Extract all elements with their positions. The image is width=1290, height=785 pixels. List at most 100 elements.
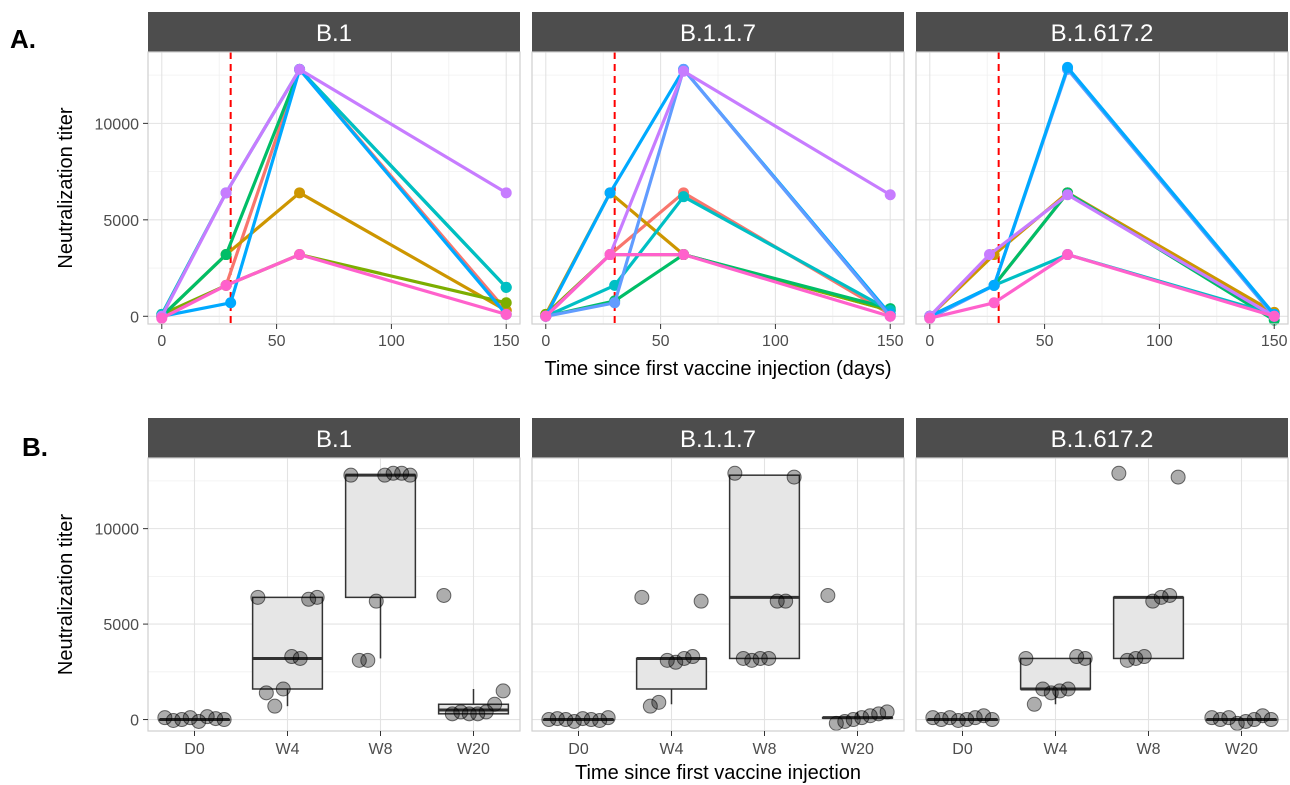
jitter-point	[1119, 652, 1135, 668]
facet-a-3: B.1.617.2 0 50 100 150	[915, 12, 1289, 350]
panel-b-label: B.	[22, 432, 48, 462]
y-tick-label: 0	[130, 309, 139, 326]
jitter-point	[1069, 649, 1085, 665]
box-iqr	[344, 474, 417, 599]
jitter-point	[301, 591, 317, 607]
x-axis-title: Time since first vaccine injection (days…	[544, 358, 891, 380]
facet-b-1: B.1 D0 W4 W8 W20	[147, 418, 521, 758]
plot-background	[916, 458, 1288, 731]
x-tick-label: 150	[877, 333, 904, 350]
facet-strip-label: B.1	[316, 426, 352, 453]
jitter-point	[394, 465, 410, 481]
x-tick-label: 0	[157, 333, 166, 350]
jitter-point	[1043, 685, 1059, 701]
box-chart-panel-b: B.1 D0 W4 W8 W20 B.1.1.7 D0 W4 W8 W20 B.1.617.2 D0 W…	[55, 418, 1289, 784]
jitter-point	[549, 711, 565, 727]
x-tick-label: W20	[1225, 741, 1258, 758]
series-point	[924, 312, 936, 324]
y-axis-title: Neutralization titer	[55, 107, 77, 269]
facet-strip	[148, 12, 520, 52]
x-tick-label: 150	[493, 333, 520, 350]
jitter-point	[470, 706, 486, 722]
jitter-point	[351, 652, 367, 668]
facet-strip-label: B.1	[316, 20, 352, 47]
series-point	[294, 249, 306, 261]
x-tick-label: 50	[268, 333, 286, 350]
jitter-point	[267, 698, 283, 714]
facet-strip-label: B.1.1.7	[680, 20, 756, 47]
x-tick-label: D0	[952, 741, 973, 758]
series-point	[220, 249, 232, 261]
jitter-point	[1255, 708, 1271, 724]
panel-border	[531, 51, 905, 325]
x-tick-label: 0	[541, 333, 550, 350]
facet-a-2: B.1.1.7 0 50 100 150	[531, 12, 905, 350]
jitter-point	[984, 712, 1000, 728]
jitter-point	[634, 589, 650, 605]
x-axis-title: Time since first vaccine injection	[575, 762, 861, 784]
jitter-point	[368, 593, 384, 609]
series-point	[678, 65, 690, 77]
line-chart-panel-a: B.1 0 50 100 150 B.1.1.7 0 50 100 150 B.1.617.2 0 50…	[55, 12, 1289, 380]
series-point	[678, 249, 690, 261]
y-tick-label: 5000	[103, 617, 139, 634]
series-point	[1062, 61, 1074, 73]
plot-background	[148, 458, 520, 731]
jitter-point	[444, 706, 460, 722]
x-tick-label: 50	[652, 333, 670, 350]
x-tick-label: 100	[762, 333, 789, 350]
x-tick-label: 50	[1036, 333, 1054, 350]
facet-strip	[532, 418, 904, 458]
series-line	[544, 253, 891, 318]
x-tick-label: W4	[660, 741, 684, 758]
series-point	[1268, 310, 1280, 322]
y-tick-label: 0	[130, 713, 139, 730]
box-iqr	[251, 596, 324, 690]
series-point	[678, 191, 690, 203]
facet-strip-label: B.1.1.7	[680, 426, 756, 453]
jitter-point	[1111, 465, 1127, 481]
jitter-point	[1212, 712, 1228, 728]
jitter-point	[199, 709, 215, 725]
panel-border	[531, 457, 905, 732]
x-tick-label: W8	[753, 741, 777, 758]
jitter-point	[828, 715, 844, 731]
x-tick-label: D0	[184, 741, 205, 758]
series-point	[1062, 249, 1074, 261]
series-point	[983, 249, 995, 261]
jitter-point	[495, 683, 511, 699]
jitter-point	[360, 652, 376, 668]
jitter-point	[659, 652, 675, 668]
facet-strip	[916, 418, 1288, 458]
y-axis-title: Neutralization titer	[55, 514, 77, 676]
facet-strip	[916, 12, 1288, 52]
jitter-point	[651, 694, 667, 710]
jitter-point	[275, 681, 291, 697]
series-point	[609, 297, 621, 309]
series-line	[545, 195, 891, 318]
jitter-point	[761, 650, 777, 666]
jitter-point	[487, 696, 503, 712]
x-tick-label: 0	[925, 333, 934, 350]
jitter-point	[1170, 469, 1186, 485]
x-tick-label: 100	[1146, 333, 1173, 350]
jitter-point	[1145, 593, 1161, 609]
jitter-point	[575, 711, 591, 727]
series-line	[545, 67, 892, 318]
series-point	[500, 281, 512, 293]
jitter-point	[820, 587, 836, 603]
series-line	[928, 193, 1276, 318]
facet-b-2: B.1.1.7 D0 W4 W8 W20	[531, 418, 905, 758]
series-point	[1062, 189, 1074, 201]
jitter-point	[778, 593, 794, 609]
jitter-point	[693, 593, 709, 609]
box-iqr	[1112, 596, 1185, 660]
panel-a-label: A.	[10, 24, 36, 54]
x-tick-label: W8	[1137, 741, 1161, 758]
jitter-point	[950, 713, 966, 728]
x-tick-label: 100	[378, 333, 405, 350]
x-tick-label: W20	[841, 741, 874, 758]
facet-strip	[148, 418, 520, 458]
jitter-point	[1263, 712, 1279, 728]
